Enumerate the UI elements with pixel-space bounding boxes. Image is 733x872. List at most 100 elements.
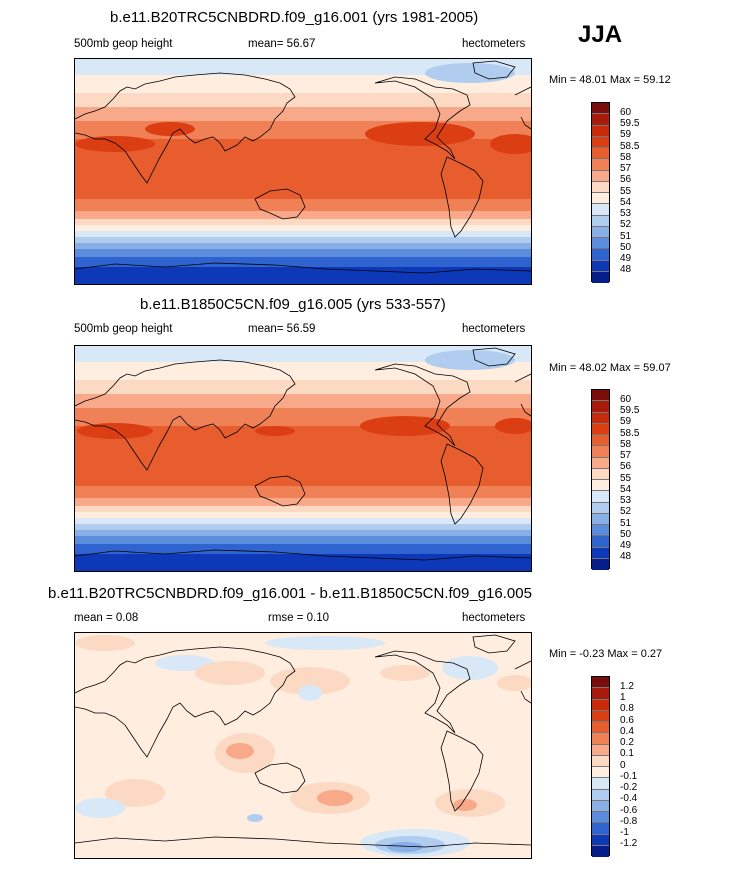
panel-3-colorbar-label: -0.8 (620, 816, 638, 827)
panel-3-mean: mean = 0.08 (74, 612, 139, 624)
panel-1-colorbar-swatch (592, 181, 609, 193)
panel-2-colorbar-swatch (592, 423, 609, 435)
panel-2-colorbar-swatch (592, 558, 609, 570)
panel-1-minmax: Min = 48.01 Max = 59.12 (549, 74, 671, 86)
panel-3-colorbar-label: 0 (620, 760, 626, 771)
panel-2-colorbar-label: 48 (620, 551, 632, 562)
panel-1-colorbar-label: 53 (620, 208, 632, 219)
panel-3-colorbar-swatch (592, 733, 609, 745)
panel-1-colorbar-swatch (592, 193, 609, 205)
panel-3-colorbar-label: -0.2 (620, 782, 638, 793)
panel-3-colorbar-label: 1.2 (620, 681, 634, 692)
panel-3-colorbar-swatch (592, 755, 609, 767)
panel-1-colorbar-swatch (592, 103, 609, 115)
panel-2-colorbar-swatch (592, 435, 609, 447)
panel-3-colorbar-swatch (592, 767, 609, 779)
panel-3-colorbar-swatch (592, 688, 609, 700)
panel-3-colorbar-swatch (592, 677, 609, 689)
panel-1-title: b.e11.B20TRC5CNBDRD.f09_g16.001 (yrs 198… (110, 9, 479, 26)
panel-1-colorbar-swatch (592, 136, 609, 148)
panel-2-colorbar-swatch (592, 502, 609, 514)
panel-1-colorbar-label: 57 (620, 163, 632, 174)
panel-2-colorbar-label: 50 (620, 529, 632, 540)
panel-2-coastlines (75, 347, 531, 561)
panel-1-colorbar-swatch (592, 260, 609, 272)
panel-2-colorbar-swatch (592, 457, 609, 469)
panel-1-colorbar-swatch (592, 249, 609, 261)
panel-1-colorbar-swatch (592, 215, 609, 227)
panel-1-colorbar-swatch (592, 271, 609, 283)
panel-1-colorbar-label: 58.5 (620, 141, 640, 152)
panel-3-colorbar-label: -0.4 (620, 793, 638, 804)
panel-3-colorbar-swatch (592, 699, 609, 711)
panel-2-colorbar-swatch (592, 513, 609, 525)
panel-3-colorbar-swatch (592, 744, 609, 756)
panel-3-colorbar-swatch (592, 722, 609, 734)
panel-3-colorbar (591, 676, 610, 857)
panel-3-colorbar-label: 1 (620, 692, 626, 703)
panel-3-colorbar-swatch (592, 834, 609, 846)
panel-1-colorbar-swatch (592, 170, 609, 182)
panel-3-colorbar-label: 0.2 (620, 737, 634, 748)
panel-1-colorbar-label: 49 (620, 253, 632, 264)
panel-3-colorbar-label: 0.8 (620, 703, 634, 714)
panel-1-colorbar-swatch (592, 114, 609, 126)
panel-1-colorbar-label: 52 (620, 219, 632, 230)
panel-2-colorbar-label: 59.5 (620, 405, 640, 416)
panel-1-colorbar-swatch (592, 125, 609, 137)
panel-1-colorbar-swatch (592, 238, 609, 250)
panel-2-colorbar-swatch (592, 525, 609, 537)
panel-2-colorbar-swatch (592, 412, 609, 424)
panel-2-mean: mean= 56.59 (248, 323, 316, 335)
panel-2-colorbar-swatch (592, 536, 609, 548)
panel-2-colorbar-label: 53 (620, 495, 632, 506)
panel-3-colorbar-label: 0.6 (620, 715, 634, 726)
panel-2-colorbar-label: 58.5 (620, 428, 640, 439)
panel-2-colorbar-swatch (592, 446, 609, 458)
panel-1-colorbar-label: 51 (620, 231, 632, 242)
panel-3-colorbar-swatch (592, 823, 609, 835)
panel-1-map (74, 58, 532, 285)
panel-2-colorbar-label: 59 (620, 416, 632, 427)
panel-3-colorbar-swatch (592, 710, 609, 722)
panel-1-colorbar-label: 48 (620, 264, 632, 275)
panel-2-title: b.e11.B1850C5CN.f09_g16.005 (yrs 533-557… (140, 296, 446, 313)
panel-2-colorbar-label: 51 (620, 518, 632, 529)
panel-2-colorbar (591, 389, 610, 570)
panel-3-colorbar-swatch (592, 789, 609, 801)
panel-2-colorbar-label: 55 (620, 473, 632, 484)
panel-2-colorbar-label: 52 (620, 506, 632, 517)
season-label: JJA (578, 21, 623, 48)
panel-3-colorbar-label: -0.1 (620, 771, 638, 782)
panel-2-minmax: Min = 48.02 Max = 59.07 (549, 362, 671, 374)
panel-2-map (74, 345, 532, 572)
panel-3-colorbar-label: -1 (620, 827, 629, 838)
panel-1-variable: 500mb geop height (74, 38, 173, 50)
panel-2-colorbar-swatch (592, 390, 609, 402)
panel-1-colorbar-label: 59.5 (620, 118, 640, 129)
panel-1-units: hectometers (462, 38, 526, 50)
panel-2-colorbar-label: 54 (620, 484, 632, 495)
panel-2-colorbar-swatch (592, 480, 609, 492)
panel-1-mean: mean= 56.67 (248, 38, 316, 50)
panel-1-colorbar-swatch (592, 159, 609, 171)
panel-3-colorbar-swatch (592, 800, 609, 812)
panel-1-colorbar-label: 50 (620, 242, 632, 253)
panel-1-colorbar-swatch (592, 226, 609, 238)
panel-3-colorbar-swatch (592, 845, 609, 857)
panel-3-coastlines (75, 634, 531, 848)
panel-1-colorbar-label: 58 (620, 152, 632, 163)
panel-1-colorbar-swatch (592, 148, 609, 160)
panel-3-rmse: rmse = 0.10 (268, 612, 330, 624)
panel-3-colorbar-swatch (592, 778, 609, 790)
panel-2-colorbar-swatch (592, 401, 609, 413)
panel-2-colorbar-label: 60 (620, 394, 632, 405)
panel-1-coastlines (75, 60, 531, 274)
panel-3-colorbar-label: -0.6 (620, 805, 638, 816)
panel-1-colorbar-label: 59 (620, 129, 632, 140)
panel-2-colorbar-swatch (592, 547, 609, 559)
panel-3-colorbar-swatch (592, 812, 609, 824)
panel-2-colorbar-swatch (592, 468, 609, 480)
panel-1-colorbar-swatch (592, 204, 609, 216)
panel-3-units: hectometers (462, 612, 526, 624)
